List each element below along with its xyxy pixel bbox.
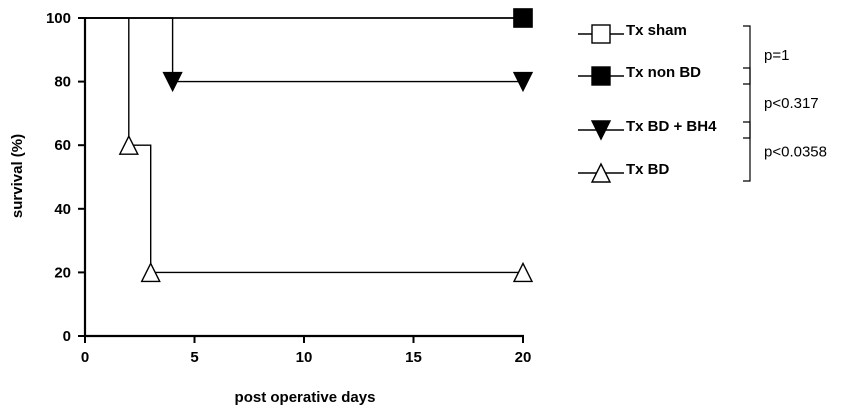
legend-label: Tx non BD: [626, 64, 701, 81]
legend-item-tx-non-bd: Tx non BD: [578, 64, 701, 86]
bracket-line: [743, 25, 751, 85]
y-tick-label: 100: [46, 10, 71, 27]
legend-marker-tx-bd: [590, 162, 612, 183]
plot-area: [85, 8, 534, 283]
comparison-bracket: p<0.317: [743, 67, 819, 139]
legend-label: Tx sham: [626, 22, 687, 39]
axes: 0 20 40 60 80 100 0 5 10 15 20: [46, 10, 531, 366]
data-point-tx-bd-bh4: [162, 71, 183, 93]
legend-marker-tx-bd-bh4: [590, 120, 612, 141]
data-point-tx-bd: [512, 261, 534, 283]
bracket-line: [743, 121, 751, 182]
x-axis-title: post operative days: [235, 389, 376, 406]
legend-label: Tx BD: [626, 161, 670, 178]
x-tick-label: 10: [296, 349, 313, 366]
legend-item-tx-sham: Tx sham: [578, 22, 687, 44]
data-point-tx-non-bd: [513, 8, 533, 28]
y-tick-label: 80: [54, 74, 71, 91]
comparison-bracket: p<0.0358: [743, 121, 827, 182]
y-tick-label: 40: [54, 201, 71, 218]
y-tick-label: 0: [63, 328, 71, 345]
legend-marker-tx-non-bd: [591, 66, 611, 86]
x-tick-label: 20: [515, 349, 532, 366]
y-axis-title: survival (%): [9, 134, 26, 218]
x-tick-label: 0: [81, 349, 89, 366]
legend: Tx sham Tx non BD Tx BD + BH4 Tx BD p=1 p<0.3…: [578, 22, 827, 183]
p-value-label: p=1: [764, 47, 789, 64]
data-point-tx-bd: [118, 134, 139, 155]
comparison-bracket: p=1: [743, 25, 789, 85]
x-tick-label: 5: [190, 349, 198, 366]
data-point-tx-bd: [140, 261, 161, 283]
legend-label: Tx BD + BH4: [626, 118, 717, 135]
y-tick-label: 20: [54, 264, 71, 281]
data-point-tx-bd-bh4: [512, 71, 534, 93]
y-tick-label: 60: [54, 137, 71, 154]
bracket-line: [743, 67, 751, 139]
legend-marker-tx-sham: [591, 24, 611, 44]
p-value-label: p<0.0358: [764, 144, 827, 161]
legend-item-tx-bd: Tx BD: [578, 161, 670, 183]
p-value-label: p<0.317: [764, 95, 819, 112]
x-tick-label: 15: [405, 349, 422, 366]
series-line-tx-bd: [85, 17, 523, 274]
series-line-tx-bd-bh4: [85, 17, 523, 83]
legend-item-tx-bd-bh4: Tx BD + BH4: [578, 118, 717, 141]
